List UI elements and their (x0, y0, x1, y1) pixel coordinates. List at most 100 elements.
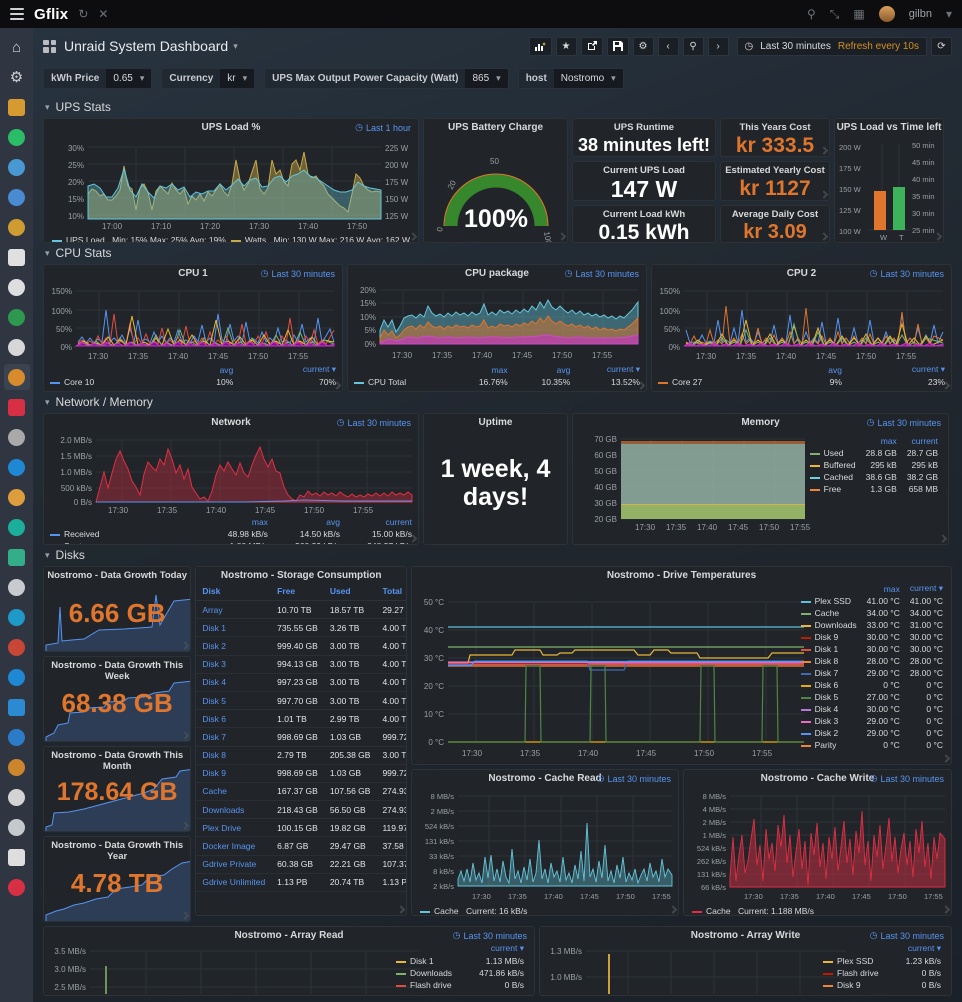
panel-data-growth-month[interactable]: Nostromo - Data Growth This Month 178.64… (43, 746, 192, 832)
sidebar-item-lidarr[interactable] (4, 304, 30, 330)
legend-row[interactable]: Disk 2 29.00 °C 0 °C (797, 728, 947, 738)
panel-cache-write[interactable]: Nostromo - Cache Write ◷ Last 30 minutes… (683, 769, 952, 916)
legend-row[interactable]: Disk 3 29.00 °C 0 °C (797, 716, 947, 726)
variable-host[interactable]: host Nostromo ▾ (517, 68, 624, 89)
panel-this-years-cost[interactable]: This Years Cost kr 333.5 (720, 118, 830, 157)
time-back-button[interactable]: ‹ (657, 36, 679, 56)
panel-time-range[interactable]: ◷ Last 30 minutes (337, 417, 411, 428)
panel-data-growth-today[interactable]: Nostromo - Data Growth Today 6.66 GB (43, 566, 192, 652)
sidebar-item-tautulli[interactable] (4, 154, 30, 180)
row-header-disks[interactable]: ▾ Disks (33, 545, 962, 566)
sidebar-item-drop[interactable] (4, 724, 30, 750)
sidebar-item-home[interactable]: ⌂ (4, 34, 30, 60)
sidebar-item-influx[interactable] (4, 544, 30, 570)
sidebar-item-pihole[interactable] (4, 634, 30, 660)
sidebar-item-organizr[interactable] (4, 694, 30, 720)
legend-item[interactable]: Cache Current: 1.188 MB/s (684, 905, 951, 915)
legend-header[interactable]: current (385, 517, 412, 527)
legend-header[interactable]: avg (326, 517, 340, 527)
legend-row[interactable]: Plex SSD 1.23 kB/s (819, 956, 945, 966)
panel-time-range[interactable]: ◷ Last 30 minutes (261, 268, 335, 279)
panel-ups-runtime[interactable]: UPS Runtime 38 minutes left! (572, 118, 716, 157)
panel-cpu-1[interactable]: CPU 1 ◷ Last 30 minutes 150% 100% 50% 0% (43, 264, 343, 392)
avatar[interactable] (878, 6, 895, 22)
legend-header[interactable]: current ▾ (606, 364, 640, 374)
panel-drive-temperatures[interactable]: Nostromo - Drive Temperatures 50 °C 40 °… (411, 566, 952, 765)
column-header[interactable]: Disk (196, 582, 272, 601)
close-icon[interactable]: ✕ (98, 7, 109, 21)
panel-data-growth-year[interactable]: Nostromo - Data Growth This Year 4.78 TB (43, 836, 192, 922)
sidebar-item-plex[interactable] (4, 124, 30, 150)
sidebar-item-maps[interactable] (4, 784, 30, 810)
settings-button[interactable]: ⚙ (632, 36, 654, 56)
legend-header[interactable]: avg (219, 364, 234, 375)
panel-cpu-package[interactable]: CPU package ◷ Last 30 minutes 20% 15% 10… (347, 264, 647, 392)
panel-time-range[interactable]: ◷ Last 30 minutes (453, 930, 527, 941)
legend-item[interactable]: Watts Min: 130 W Max: 216 W Avg: 162 W (230, 235, 410, 242)
panel-uptime[interactable]: Uptime 1 week, 4 days! (423, 413, 568, 545)
variable-kwh-price[interactable]: kWh Price 0.65 ▾ (43, 68, 153, 89)
panel-time-range[interactable]: ◷ Last 30 minutes (870, 930, 944, 941)
legend-row[interactable]: Disk 8 28.00 °C 28.00 °C (797, 656, 947, 666)
add-panel-button[interactable] (528, 36, 552, 56)
table-row[interactable]: Disk 61.01 TB2.99 TB4.00 TB (196, 709, 407, 729)
panel-current-load-kwh[interactable]: Current Load kWh 0.15 kWh (572, 205, 716, 243)
panel-estimated-yearly-cost[interactable]: Estimated Yearly Cost kr 1127 (720, 161, 830, 201)
legend-item[interactable]: UPS Load Min: 15% Max: 25% Avg: 19% (52, 235, 226, 242)
legend-header[interactable]: current ▾ (490, 943, 524, 953)
menu-icon[interactable] (10, 8, 24, 20)
legend-row[interactable]: Flash drive 0 B/s (819, 968, 945, 978)
column-header[interactable]: Free (271, 582, 324, 601)
legend-row[interactable]: Received 48.98 kB/s 14.50 kB/s 15.00 kB/s (46, 529, 416, 539)
legend-item[interactable]: Cache Current: 16 kB/s (412, 905, 678, 915)
variable-currency[interactable]: Currency kr ▾ (161, 68, 256, 89)
chevron-down-icon[interactable]: ▾ (233, 40, 238, 51)
legend-header[interactable]: avg (828, 364, 842, 375)
legend-header[interactable]: max (251, 517, 268, 527)
sidebar-item-unraid[interactable] (4, 484, 30, 510)
panel-time-range[interactable]: ◷ Last 30 minutes (870, 268, 944, 279)
legend-row[interactable]: Cached 38.6 GB 38.2 GB (806, 472, 942, 482)
panel-ups-battery-charge[interactable]: UPS Battery Charge 50 20 0 100 100% (423, 118, 568, 243)
panel-ups-load[interactable]: UPS Load % ◷ Last 1 hour 30% 25% 20% 15%… (43, 118, 419, 243)
legend-header[interactable]: current ▾ (302, 364, 336, 374)
panel-time-range[interactable]: ◷ Last 30 minutes (867, 417, 941, 428)
legend-row[interactable]: Core 10 10% 70% (46, 377, 340, 387)
refresh-button[interactable]: ⟳ (931, 36, 952, 56)
legend-row[interactable]: Core 27 9% 23% (654, 377, 949, 387)
legend-row[interactable]: Disk 1 1.13 MB/s (392, 956, 528, 966)
panel-array-read[interactable]: Nostromo - Array Read ◷ Last 30 minutes … (43, 926, 535, 996)
legend-row[interactable]: Buffered 295 kB 295 kB (806, 460, 942, 470)
panel-storage-consumption[interactable]: Nostromo - Storage Consumption Disk Free U… (195, 566, 407, 916)
legend-row[interactable]: Sent1.80 MB/s560.39 kB/s248.37 kB/s (46, 541, 416, 544)
user-name[interactable]: gilbn (908, 8, 932, 20)
legend-row[interactable]: Downloads 471.86 kB/s (392, 968, 528, 978)
legend-row[interactable]: Flash drive 0 B/s (392, 980, 528, 990)
sidebar-item-github[interactable] (4, 844, 30, 870)
sidebar-item-radarr[interactable] (4, 244, 30, 270)
panel-current-ups-load[interactable]: Current UPS Load 147 W (572, 161, 716, 201)
legend-header[interactable]: current ▾ (907, 943, 941, 953)
sidebar-item-logout[interactable] (4, 814, 30, 840)
sidebar-item-help[interactable] (4, 874, 30, 900)
legend-header[interactable]: max (880, 436, 897, 446)
sidebar-item-deluge[interactable] (4, 424, 30, 450)
legend-row[interactable]: User10.47%6.01%9.39% (350, 389, 644, 391)
row-header-cpu-stats[interactable]: ▾ CPU Stats (33, 243, 962, 264)
sidebar-item-bazarr[interactable] (4, 334, 30, 360)
legend-row[interactable]: Disk 7 29.00 °C 28.00 °C (797, 668, 947, 678)
row-header-ups-stats[interactable]: ▾ UPS Stats (33, 97, 962, 118)
variable-value[interactable]: Nostromo ▾ (553, 69, 623, 88)
reload-icon[interactable]: ↻ (78, 7, 89, 21)
row-header-network-memory[interactable]: ▾ Network / Memory (33, 392, 962, 413)
sidebar-item-nextcloud[interactable] (4, 184, 30, 210)
